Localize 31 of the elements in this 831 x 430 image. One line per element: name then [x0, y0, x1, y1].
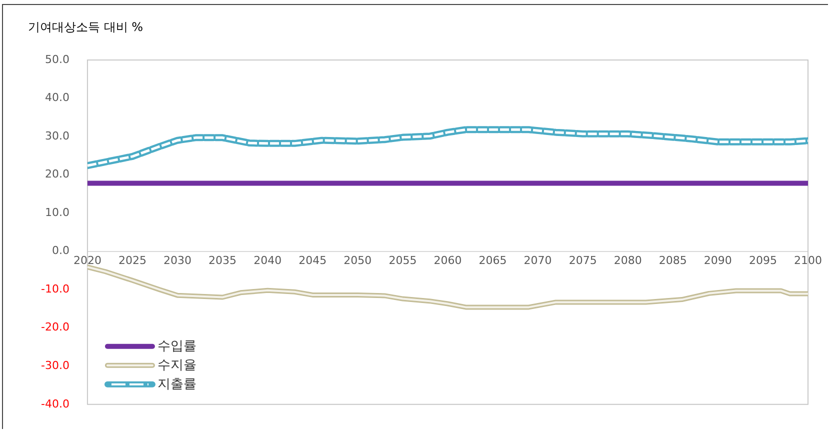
y-tick-label: -20.0 [40, 320, 70, 334]
y-tick-label: 20.0 [44, 168, 70, 181]
x-tick-label: 2075 [568, 254, 597, 267]
y-axis-title: 기여대상소득 대비 % [28, 20, 144, 34]
x-tick-label: 2080 [614, 254, 642, 267]
x-tick-label: 2025 [118, 254, 146, 267]
y-tick-label: 50.0 [44, 52, 70, 66]
x-tick-label: 2050 [344, 254, 372, 267]
x-tick-label: 2035 [208, 254, 237, 267]
x-tick-label: 2040 [254, 254, 282, 267]
x-tick-label: 2095 [748, 254, 777, 267]
x-tick-label: 2045 [298, 254, 327, 267]
legend-label: 지출률 [157, 376, 196, 392]
legend-label: 수지율 [157, 358, 196, 373]
y-tick-label: 40.0 [44, 91, 70, 104]
x-tick-label: 2020 [73, 254, 102, 267]
x-tick-label: 2030 [164, 254, 192, 267]
x-tick-label: 2060 [434, 254, 462, 267]
y-tick-label: 30.0 [44, 129, 70, 142]
y-tick-label: -40.0 [40, 397, 70, 410]
x-tick-label: 2070 [524, 254, 552, 267]
x-tick-label: 2100 [794, 254, 822, 267]
y-tick-label: 0.0 [52, 244, 70, 258]
y-tick-label: -30.0 [40, 358, 70, 372]
y-tick-label: 10.0 [44, 206, 70, 219]
legend-label: 수입률 [157, 338, 196, 354]
y-tick-label: -10.0 [40, 282, 70, 296]
x-tick-label: 2065 [478, 254, 507, 267]
x-tick-label: 2090 [704, 254, 732, 267]
x-tick-label: 2055 [388, 254, 417, 267]
x-tick-label: 2085 [658, 254, 687, 267]
